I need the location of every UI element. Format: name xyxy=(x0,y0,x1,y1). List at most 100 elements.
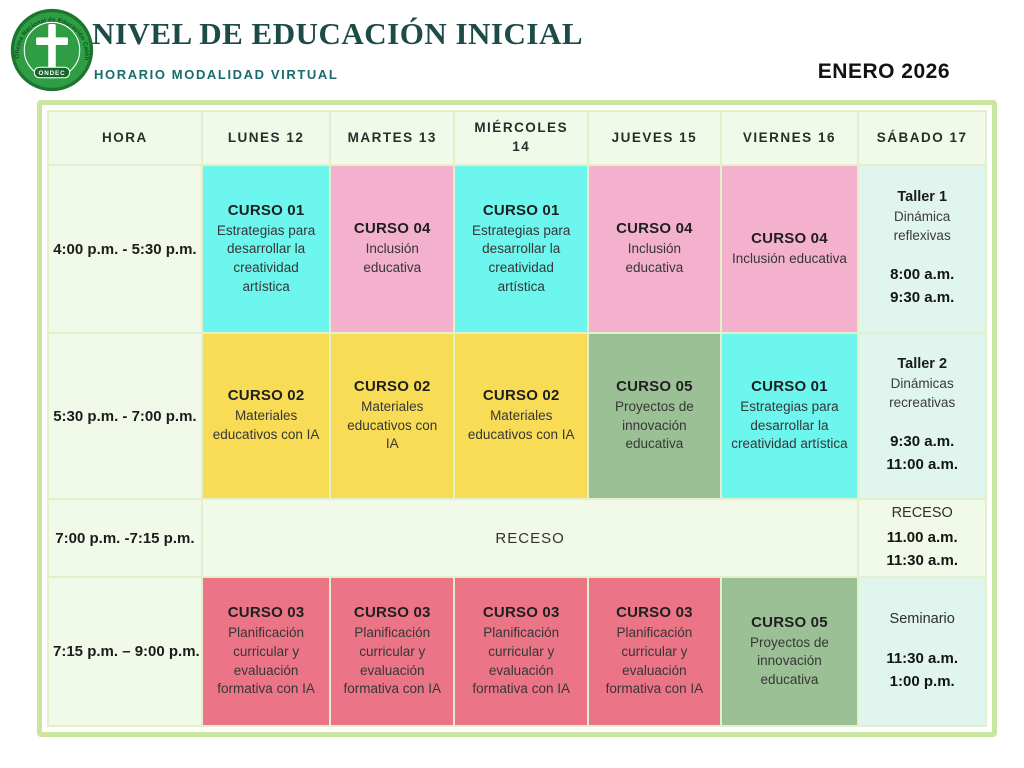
course-code: CURSO 02 xyxy=(227,387,305,405)
column-header: VIERNES 16 xyxy=(719,110,860,166)
course-cell: CURSO 05 Proyectos de innovación educativ… xyxy=(719,576,860,727)
saturday-time: 11:30 a.m. xyxy=(886,551,959,569)
receso-cell: RECESO xyxy=(200,497,860,579)
column-header: MIÉRCOLES 14 xyxy=(453,110,590,166)
saturday-activity-name: Taller 2 xyxy=(897,356,948,373)
course-desc: Planificación curricular y evaluación fo… xyxy=(217,625,315,697)
column-header-label: LUNES 12 xyxy=(227,129,305,145)
saturday-activity-name: RECESO xyxy=(891,505,953,521)
course-code: CURSO 05 xyxy=(616,378,693,396)
course-code: CURSO 03 xyxy=(482,604,560,622)
course-code: CURSO 01 xyxy=(751,378,828,396)
schedule-header-row: HORA LUNES 12 MARTES 13 MIÉRCOLES 14 JUEVES … xyxy=(47,110,987,166)
course-code: CURSO 01 xyxy=(227,201,305,219)
course-desc: Materiales educativos con IA xyxy=(347,399,438,452)
course-desc: Planificación curricular y evaluación fo… xyxy=(343,625,441,697)
column-header: SÁBADO 17 xyxy=(857,110,987,166)
course-desc: Planificación curricular y evaluación fo… xyxy=(472,625,570,697)
saturday-time: 9:30 a.m. xyxy=(890,433,955,451)
course-desc: Inclusión educativa xyxy=(732,250,847,266)
column-header-label: MARTES 13 xyxy=(347,129,437,145)
schedule-body: 4:00 p.m. - 5:30 p.m. CURSO 01 Estrategias… xyxy=(47,164,987,727)
month-label: ENERO 2026 xyxy=(817,60,950,83)
course-cell: CURSO 01 Estrategias para desarrollar la … xyxy=(453,164,590,334)
saturday-times: 11:30 a.m. 1:00 p.m. xyxy=(863,647,981,694)
course-desc: Estrategias para desarrollar la creativi… xyxy=(216,222,316,294)
course-desc: Inclusión educativa xyxy=(625,241,684,275)
course-code: CURSO 01 xyxy=(482,201,560,219)
logo-abbr: ONDEC xyxy=(39,70,66,77)
saturday-activity-name: Taller 1 xyxy=(897,189,948,206)
page-title: NIVEL DE EDUCACIÓN INICIAL xyxy=(92,16,584,51)
course-desc: Planificación curricular y evaluación fo… xyxy=(605,625,704,697)
saturday-time: 11:00 a.m. xyxy=(886,456,959,474)
saturday-cell: Taller 1 Dinámica reflexivas 8:00 a.m. 9:30… xyxy=(857,164,987,334)
saturday-time: 9:30 a.m. xyxy=(890,289,955,307)
saturday-cell: Taller 2 Dinámicas recreativas 9:30 a.m. 11… xyxy=(857,332,987,500)
course-desc: Estrategias para desarrollar la creativi… xyxy=(472,222,571,294)
schedule-row: 7:00 p.m. -7:15 p.m. RECESO RECESO 11.00 a.… xyxy=(47,497,987,579)
course-code: CURSO 04 xyxy=(353,220,431,238)
saturday-cell: Seminario 11:30 a.m. 1:00 p.m. xyxy=(857,576,987,727)
column-header-label: VIERNES 16 xyxy=(742,129,836,145)
course-code: CURSO 05 xyxy=(751,613,828,631)
course-code: CURSO 02 xyxy=(482,387,560,405)
course-cell: CURSO 01 Estrategias para desarrollar la … xyxy=(719,332,860,500)
course-code: CURSO 04 xyxy=(751,229,828,247)
timetable: HORA LUNES 12 MARTES 13 MIÉRCOLES 14 JUEVES … xyxy=(47,110,987,727)
saturday-time: 11:30 a.m. xyxy=(886,650,959,668)
column-header-label: SÁBADO 17 xyxy=(876,129,968,145)
timetable-frame: HORA LUNES 12 MARTES 13 MIÉRCOLES 14 JUEVES … xyxy=(37,100,997,737)
course-code: CURSO 03 xyxy=(227,604,305,622)
saturday-time: 1:00 p.m. xyxy=(889,673,955,691)
course-cell: CURSO 03 Planificación curricular y evalu… xyxy=(329,576,456,727)
column-header: LUNES 12 xyxy=(200,110,332,166)
course-desc: Proyectos de innovación educativa xyxy=(614,399,694,452)
saturday-times: 8:00 a.m. 9:30 a.m. xyxy=(863,263,981,310)
course-cell: CURSO 03 Planificación curricular y evalu… xyxy=(200,576,332,727)
course-desc: Inclusión educativa xyxy=(363,241,422,275)
column-header-label: MIÉRCOLES 14 xyxy=(474,120,569,154)
course-code: CURSO 03 xyxy=(353,604,431,622)
course-desc: Materiales educativos con IA xyxy=(467,408,575,442)
ondec-logo: Oficina Nacional de Educación Católica O… xyxy=(10,8,94,92)
course-code: CURSO 03 xyxy=(616,604,693,622)
saturday-times: 9:30 a.m. 11:00 a.m. xyxy=(863,430,981,477)
course-cell: CURSO 05 Proyectos de innovación educativ… xyxy=(587,332,722,500)
saturday-activity-desc: Dinámica reflexivas xyxy=(893,208,951,243)
page-subtitle: HORARIO MODALIDAD VIRTUAL xyxy=(94,67,339,82)
saturday-time: 11.00 a.m. xyxy=(886,528,958,546)
cross-icon xyxy=(36,23,68,73)
saturday-times: 11.00 a.m. 11:30 a.m. xyxy=(863,526,981,573)
time-cell: 7:00 p.m. -7:15 p.m. xyxy=(47,497,203,579)
course-code: CURSO 04 xyxy=(616,220,693,238)
course-desc: Proyectos de innovación educativa xyxy=(750,634,829,687)
column-header-label: JUEVES 15 xyxy=(611,129,698,145)
saturday-time: 8:00 a.m. xyxy=(890,266,955,284)
column-header-label: HORA xyxy=(102,129,148,145)
course-desc: Materiales educativos con IA xyxy=(212,408,320,442)
course-cell: CURSO 02 Materiales educativos con IA xyxy=(200,332,332,500)
logo-banner xyxy=(33,66,71,79)
time-cell: 5:30 p.m. - 7:00 p.m. xyxy=(47,332,203,500)
course-code: CURSO 02 xyxy=(353,378,431,396)
schedule-row: 5:30 p.m. - 7:00 p.m. CURSO 02 Materiales … xyxy=(47,332,987,500)
course-cell: CURSO 02 Materiales educativos con IA xyxy=(453,332,590,500)
course-cell: CURSO 04 Inclusión educativa xyxy=(719,164,860,334)
schedule-row: 4:00 p.m. - 5:30 p.m. CURSO 01 Estrategias… xyxy=(47,164,987,334)
time-cell: 4:00 p.m. - 5:30 p.m. xyxy=(47,164,203,334)
schedule-row: 7:15 p.m. – 9:00 p.m. CURSO 03 Planificaci… xyxy=(47,576,987,727)
saturday-cell: RECESO 11.00 a.m. 11:30 a.m. xyxy=(857,497,987,579)
course-cell: CURSO 01 Estrategias para desarrollar la … xyxy=(200,164,332,334)
saturday-activity-desc: Dinámicas recreativas xyxy=(889,375,956,410)
time-cell: 7:15 p.m. – 9:00 p.m. xyxy=(47,576,203,727)
course-cell: CURSO 04 Inclusión educativa xyxy=(329,164,456,334)
course-cell: CURSO 04 Inclusión educativa xyxy=(587,164,722,334)
course-cell: CURSO 02 Materiales educativos con IA xyxy=(329,332,456,500)
course-cell: CURSO 03 Planificación curricular y evalu… xyxy=(453,576,590,727)
column-header: HORA xyxy=(47,110,203,166)
saturday-activity-name: Seminario xyxy=(889,610,955,627)
course-cell: CURSO 03 Planificación curricular y evalu… xyxy=(587,576,722,727)
column-header: MARTES 13 xyxy=(329,110,456,166)
